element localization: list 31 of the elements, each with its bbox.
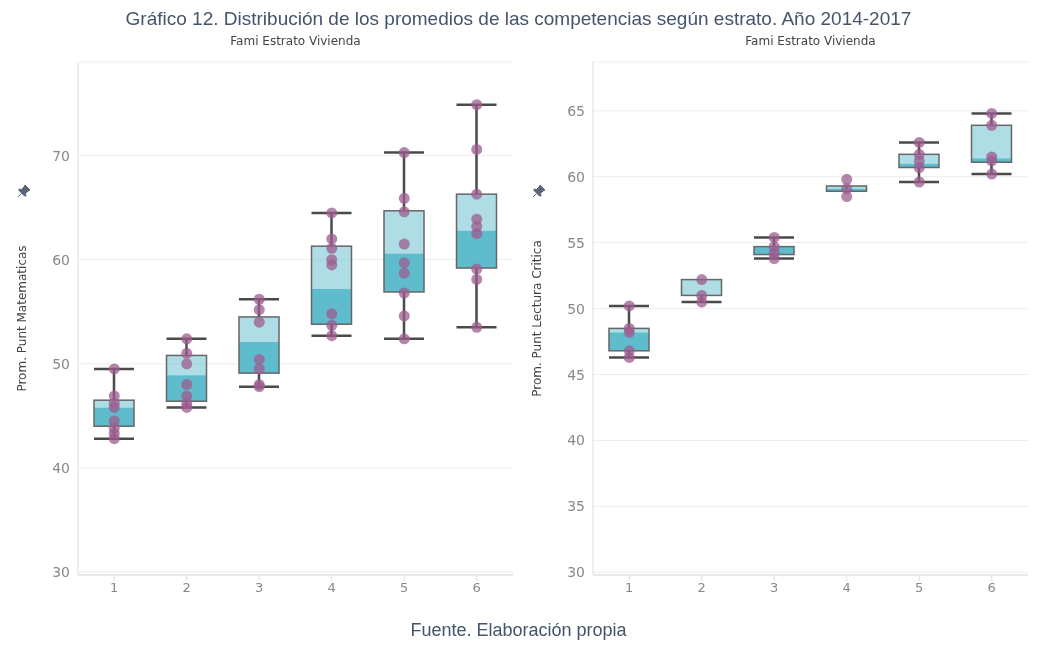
- y-tick-label: 50: [567, 300, 585, 317]
- y-tick-label: 50: [52, 355, 70, 372]
- y-tick-label: 55: [567, 234, 585, 251]
- y-tick-label: 60: [52, 251, 70, 268]
- chart-subtitle: Fami Estrato Vivienda: [744, 34, 877, 50]
- x-tick-label: 5: [915, 580, 924, 596]
- y-tick-label: 45: [567, 366, 585, 383]
- y-axis-title: Prom. Punt Matematicas: [15, 245, 30, 392]
- x-tick-label: 2: [697, 580, 706, 596]
- y-tick-label: 30: [52, 563, 70, 580]
- x-tick-label: 4: [842, 580, 851, 596]
- y-tick-label: 40: [567, 432, 585, 449]
- y-tick-label: 65: [567, 102, 585, 119]
- x-tick-label: 3: [770, 580, 779, 596]
- x-tick-label: 4: [327, 580, 336, 596]
- x-tick-label: 5: [400, 580, 409, 596]
- y-tick-label: 60: [567, 168, 585, 185]
- y-tick-label: 35: [567, 498, 585, 515]
- chart-title: Gráfico 12. Distribución de los promedios de las competencias según estrato. Año 2014-2017: [124, 8, 913, 31]
- y-tick-label: 40: [52, 459, 70, 476]
- y-axis-title: Prom. Punt Lectura Critica: [530, 240, 545, 397]
- source-note: Fuente. Elaboración propia: [409, 620, 628, 641]
- x-tick-label: 1: [625, 580, 634, 596]
- x-tick-label: 1: [110, 580, 119, 596]
- y-tick-label: 70: [52, 147, 70, 164]
- x-tick-label: 3: [255, 580, 264, 596]
- chart-subtitle: Fami Estrato Vivienda: [229, 34, 362, 50]
- x-tick-label: 6: [987, 580, 996, 596]
- x-tick-label: 2: [182, 580, 191, 596]
- y-tick-label: 30: [567, 564, 585, 581]
- x-tick-label: 6: [472, 580, 481, 596]
